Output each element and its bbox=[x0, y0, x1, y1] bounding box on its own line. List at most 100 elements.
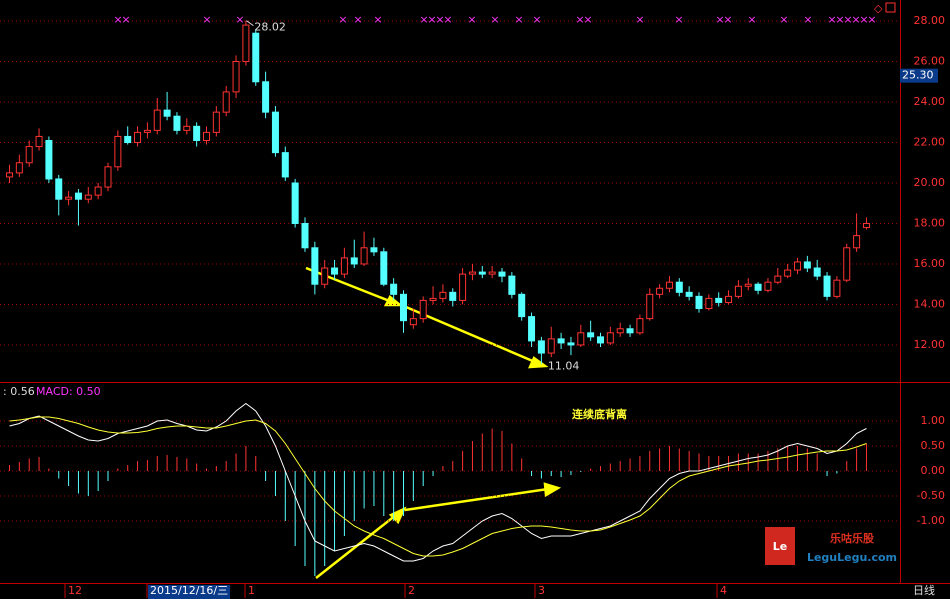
candle-body bbox=[124, 135, 132, 144]
candle-body bbox=[390, 283, 398, 295]
candle-body bbox=[350, 257, 358, 265]
candle-body bbox=[528, 316, 536, 342]
candle-body bbox=[597, 336, 604, 344]
candle-body bbox=[833, 279, 841, 297]
arrows bbox=[305, 266, 562, 579]
candle-body bbox=[193, 125, 201, 141]
x-tick-label: 4 bbox=[720, 584, 727, 597]
candle-body bbox=[242, 24, 250, 63]
signal-mark: × bbox=[827, 13, 836, 26]
y-tick-label: 18.00 bbox=[914, 216, 946, 229]
candle-body bbox=[65, 196, 73, 200]
candle-body bbox=[360, 247, 368, 265]
price-marker-box bbox=[900, 68, 938, 83]
candle-body bbox=[232, 61, 240, 93]
candle-body bbox=[252, 32, 260, 83]
candle-body bbox=[823, 275, 831, 297]
signal-mark: × bbox=[835, 13, 844, 26]
candle-body bbox=[45, 139, 53, 180]
signal-mark: × bbox=[674, 13, 683, 26]
candle-body bbox=[340, 257, 348, 275]
y-tick-label: -1.00 bbox=[917, 514, 945, 527]
signal-mark: × bbox=[427, 13, 436, 26]
candle-body bbox=[675, 281, 683, 293]
price-marker: 25.30 bbox=[902, 69, 934, 82]
candle-body bbox=[262, 81, 270, 113]
candle-body bbox=[636, 318, 644, 334]
signal-mark: × bbox=[867, 13, 876, 26]
window-icon[interactable]: ◇ bbox=[874, 2, 883, 15]
candle-body bbox=[754, 283, 762, 291]
candle-body bbox=[35, 135, 43, 148]
candle-body bbox=[380, 251, 388, 285]
signal-mark: × bbox=[443, 13, 452, 26]
signal-mark: × bbox=[715, 13, 724, 26]
period-label[interactable]: 日线 bbox=[913, 583, 935, 597]
y-tick-label: 26.00 bbox=[914, 55, 946, 68]
candle-body bbox=[291, 182, 299, 224]
signal-mark: × bbox=[373, 13, 382, 26]
candle-body bbox=[813, 267, 821, 277]
candle-body bbox=[734, 285, 742, 297]
y-tick-label: 22.00 bbox=[914, 136, 946, 149]
candle-body bbox=[212, 111, 220, 133]
candle-body bbox=[557, 338, 565, 344]
x-tick-label: 12 bbox=[68, 584, 82, 597]
signal-mark: × bbox=[419, 13, 428, 26]
signal-mark: × bbox=[723, 13, 732, 26]
candle-body bbox=[25, 146, 33, 164]
candle-body bbox=[498, 271, 506, 277]
candle-body bbox=[449, 291, 457, 301]
candle-body bbox=[725, 295, 733, 303]
candle-body bbox=[744, 283, 752, 287]
candle-body bbox=[626, 328, 634, 334]
candle-body bbox=[794, 261, 801, 271]
signal-mark: × bbox=[121, 13, 130, 26]
candle-body bbox=[74, 192, 82, 200]
candle-body bbox=[104, 166, 112, 188]
y-tick-label: 28.00 bbox=[914, 14, 946, 27]
legend-dif: : 0.56 bbox=[3, 385, 35, 398]
window-icon[interactable] bbox=[885, 2, 896, 13]
signal-mark: × bbox=[583, 13, 592, 26]
legend-macd: MACD: 0.50 bbox=[36, 385, 101, 398]
candle-body bbox=[488, 271, 496, 275]
y-tick-label: 0.00 bbox=[921, 464, 946, 477]
candle-body bbox=[715, 297, 723, 303]
candle-body bbox=[695, 295, 703, 310]
signal-mark: × bbox=[851, 13, 860, 26]
signal-mark: × bbox=[353, 13, 362, 26]
logo-site: LeguLegu.com bbox=[807, 551, 897, 564]
x-tick-label: 1 bbox=[248, 584, 255, 597]
candle-body bbox=[843, 247, 851, 281]
candle-body bbox=[419, 299, 427, 320]
candle-body bbox=[803, 261, 811, 269]
candle-body bbox=[764, 281, 772, 291]
candle-body bbox=[705, 297, 713, 310]
signal-mark: × bbox=[803, 13, 812, 26]
candle-body bbox=[173, 115, 181, 131]
candle-body bbox=[577, 332, 585, 346]
candle-body bbox=[301, 222, 309, 249]
candle-body bbox=[163, 109, 171, 117]
logo-mark: Le bbox=[773, 540, 787, 553]
candle-body bbox=[15, 162, 23, 174]
signal-mark: × bbox=[514, 13, 523, 26]
y-tick-label: 20.00 bbox=[914, 176, 946, 189]
candle-body bbox=[685, 291, 693, 297]
candle-body bbox=[6, 172, 13, 178]
candle-body bbox=[94, 186, 102, 196]
candle-body bbox=[409, 318, 417, 326]
y-tick-label: 0.50 bbox=[921, 439, 946, 452]
x-label-highlight bbox=[148, 585, 230, 599]
signal-mark: × bbox=[338, 13, 347, 26]
candle-body bbox=[459, 273, 467, 301]
signal-mark: × bbox=[635, 13, 644, 26]
x-tick-label: 2015/12/16/三 bbox=[150, 584, 228, 597]
candle-body bbox=[281, 152, 289, 178]
logo-name: 乐咕乐股 bbox=[830, 531, 875, 545]
y-tick-label: 16.00 bbox=[914, 257, 946, 270]
